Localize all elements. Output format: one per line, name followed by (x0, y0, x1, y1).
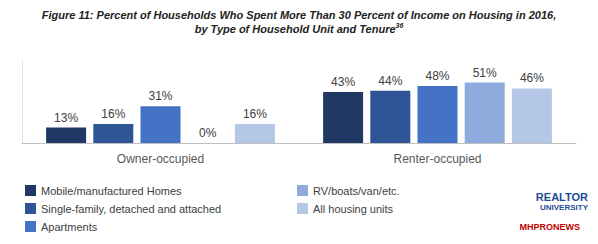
svg-text:Renter-occupied: Renter-occupied (393, 152, 481, 166)
svg-text:16%: 16% (243, 107, 267, 121)
svg-text:43%: 43% (331, 75, 355, 89)
svg-text:RV/boats/van/etc.: RV/boats/van/etc. (313, 185, 400, 197)
svg-text:UNIVERSITY: UNIVERSITY (540, 203, 589, 212)
svg-text:All housing units: All housing units (313, 203, 394, 215)
svg-text:31%: 31% (148, 89, 172, 103)
svg-text:36: 36 (396, 22, 404, 29)
svg-text:16%: 16% (101, 107, 125, 121)
svg-text:Single-family, detached and at: Single-family, detached and attached (41, 203, 221, 215)
svg-text:46%: 46% (520, 71, 544, 85)
svg-text:48%: 48% (425, 69, 449, 83)
svg-text:Figure 11: Percent of Househol: Figure 11: Percent of Households Who Spe… (42, 9, 556, 21)
svg-text:Owner-occupied: Owner-occupied (117, 152, 204, 166)
svg-text:by Type of Household Unit and: by Type of Household Unit and Tenure (195, 23, 396, 35)
svg-text:44%: 44% (378, 74, 402, 88)
svg-text:REALTOR: REALTOR (536, 191, 588, 203)
svg-text:13%: 13% (54, 111, 78, 125)
svg-text:Apartments: Apartments (41, 221, 98, 233)
svg-text:0%: 0% (199, 126, 217, 140)
svg-text:MHPRONEWS: MHPRONEWS (520, 222, 581, 232)
svg-text:51%: 51% (473, 66, 497, 80)
svg-text:Mobile/manufactured Homes: Mobile/manufactured Homes (41, 185, 182, 197)
